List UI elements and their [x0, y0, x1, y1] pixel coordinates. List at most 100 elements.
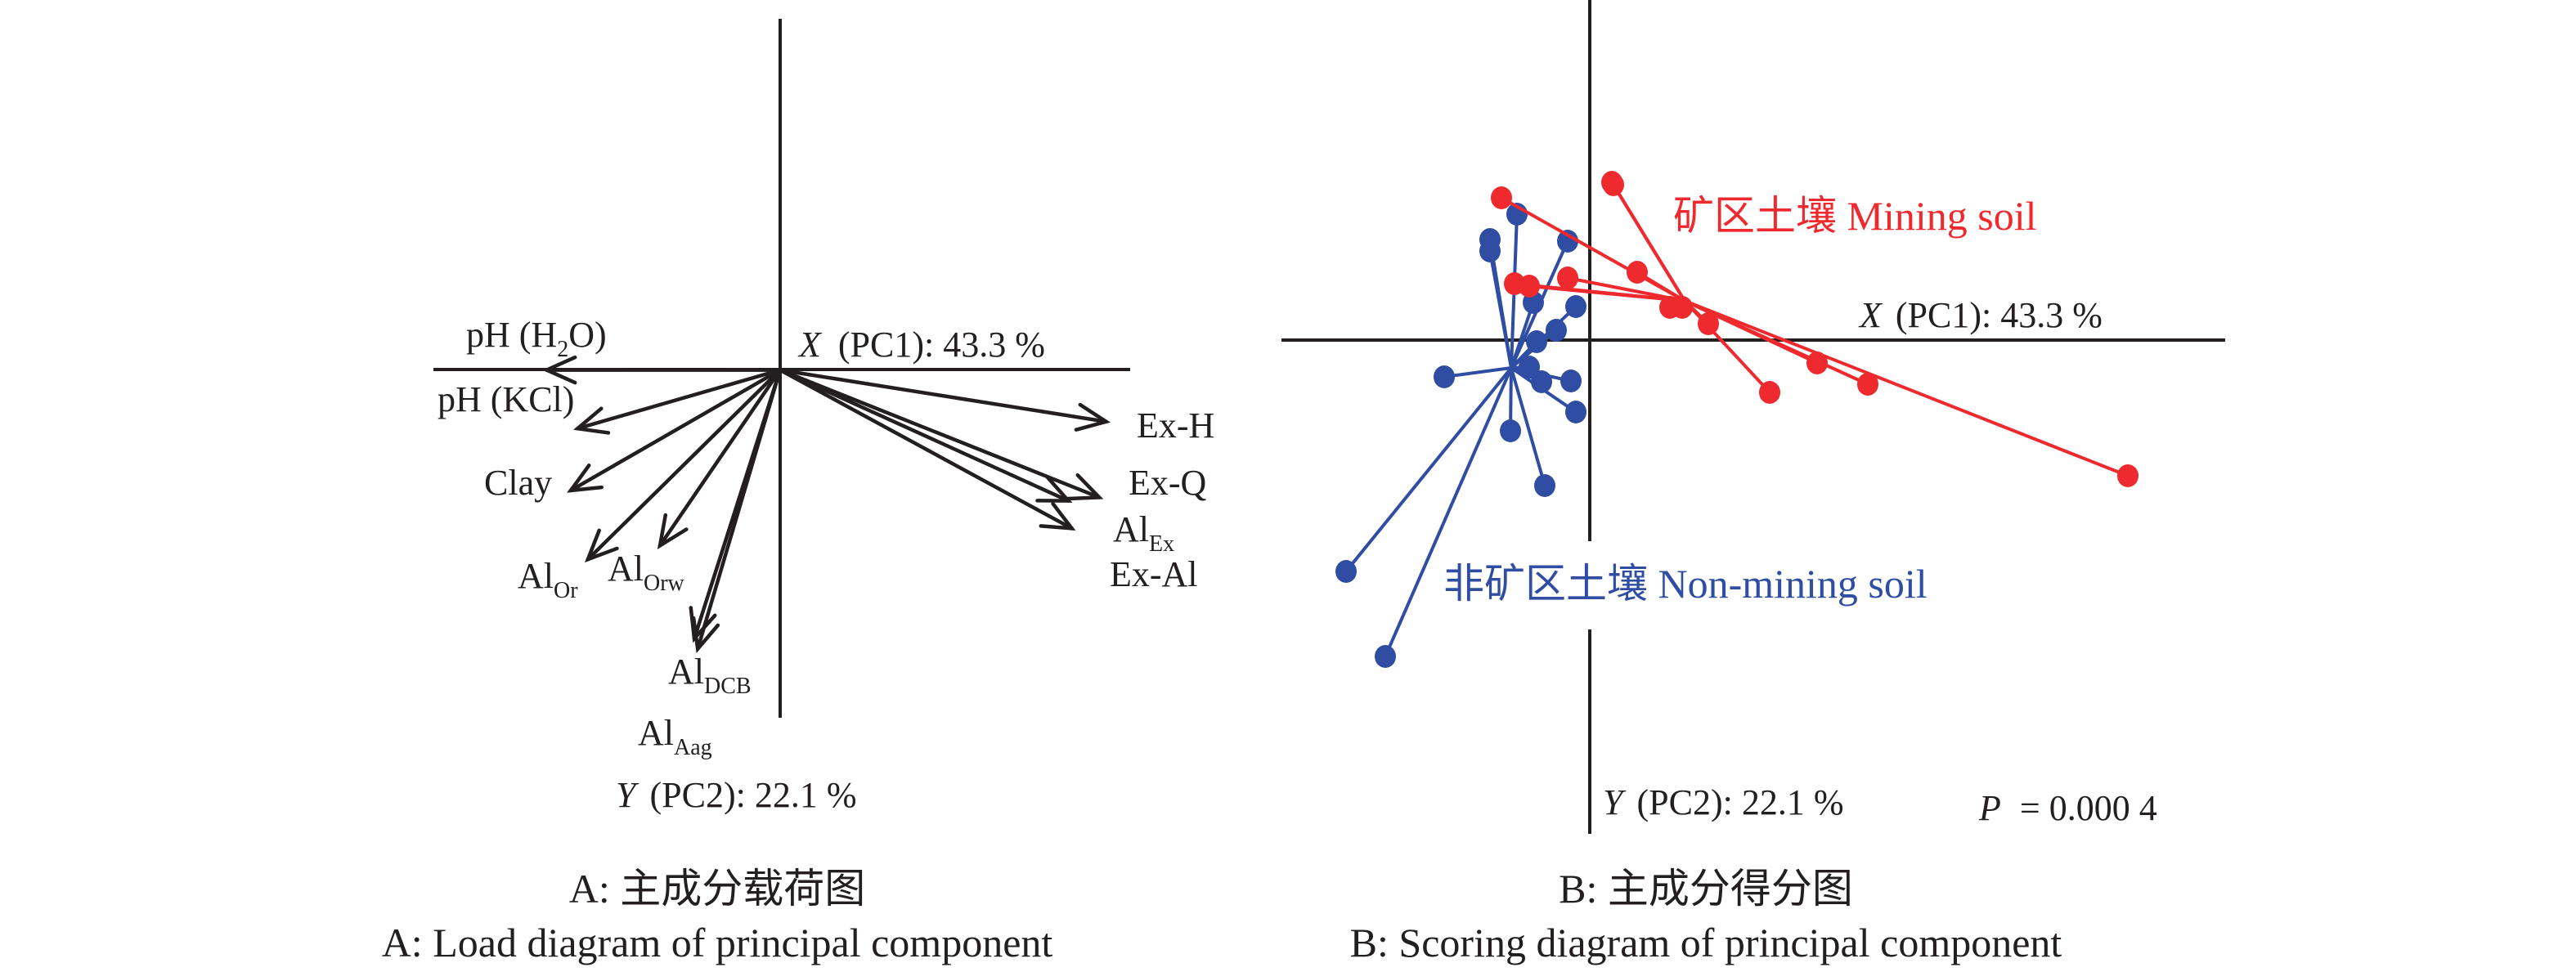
loading-label-alorw: AlOrw: [608, 549, 685, 596]
score-point-mining: [2117, 464, 2138, 487]
panel-b-x-axis-label: X (PC1): 43.3 %: [1858, 295, 2103, 335]
loading-label-subscript: DCB: [704, 674, 752, 699]
loading-label-ex-h: Ex-H: [1137, 405, 1214, 446]
points-non-mining: [1335, 203, 1586, 668]
score-point-mining: [1759, 381, 1780, 404]
score-point-mining: [1672, 296, 1693, 319]
loading-label-ex-q: Ex-Q: [1129, 463, 1207, 503]
loading-shaft-alorw: [657, 368, 783, 548]
loading-arrow-alex: [778, 368, 1073, 503]
score-point-mining: [1519, 275, 1540, 298]
panel-b-caption-en: B: Scoring diagram of principal componen…: [1350, 920, 2062, 965]
spider-lines-mining: [1501, 181, 2129, 477]
score-point-non-mining: [1500, 419, 1521, 442]
loading-arrow-alor: [584, 368, 783, 563]
spider-line-mining: [1683, 299, 1771, 394]
p-value-annotation: P = 0.000 4: [1978, 788, 2157, 828]
loading-shaft-ex-h: [778, 368, 1108, 424]
loading-label-main: Ex-Q: [1129, 463, 1207, 503]
score-point-mining: [1491, 186, 1512, 209]
loading-shaft-ex-al: [778, 368, 1074, 531]
panel-a-loading-plot: pH (H2O)pH (KCl)ClayAlOrAlOrwAlDCBAlAagE…: [382, 19, 1214, 965]
loading-arrow-ph-h2o: [541, 355, 783, 385]
panel-a-x-label-text: (PC1): 43.3 %: [838, 325, 1045, 365]
loading-arrow-clay: [567, 368, 783, 493]
score-point-mining: [1557, 267, 1578, 289]
spider-line-non-mining: [1510, 367, 1546, 486]
panel-a-loading-labels: pH (H2O)pH (KCl)ClayAlOrAlOrwAlDCBAlAagE…: [438, 315, 1214, 760]
loading-label-subscript: Aag: [674, 735, 712, 760]
loading-arrow-ex-h: [778, 368, 1111, 432]
score-point-non-mining: [1434, 365, 1455, 388]
loading-label-main: pH (H: [466, 315, 557, 355]
loading-arrow-alorw: [657, 368, 783, 549]
score-point-non-mining: [1557, 230, 1578, 253]
arrowhead-ex-al: [1039, 501, 1076, 531]
panel-b-x-var: X: [1858, 295, 1883, 335]
spider-line-mining: [1684, 299, 1869, 386]
panel-b-y-var: Y: [1603, 782, 1627, 822]
panel-b-x-label-text: (PC1): 43.3 %: [1896, 295, 2103, 335]
spider-line-non-mining: [1443, 366, 1512, 378]
spider-line-non-mining: [1384, 367, 1513, 657]
loading-label-main: Clay: [484, 463, 552, 503]
arrowhead-alex: [1035, 475, 1073, 503]
loading-label-aldcb: AlDCB: [668, 652, 752, 699]
loading-label-alex: AlEx: [1113, 509, 1174, 557]
arrowhead-ex-q: [1066, 473, 1104, 501]
panel-a-loading-arrows: [541, 355, 1111, 654]
loading-label-main: pH (KCl): [438, 379, 574, 419]
legend-mining-soil: 矿区土壤 Mining soil: [1673, 193, 2036, 239]
loading-label-subscript: 2: [557, 337, 568, 362]
points-mining: [1491, 171, 2138, 487]
panel-a-x-var: X: [797, 325, 823, 365]
p-value-text: = 0.000 4: [2020, 788, 2157, 828]
loading-shaft-ph-kcl: [576, 368, 783, 431]
spider-line-mining: [1528, 284, 1685, 302]
score-point-mining: [1806, 352, 1828, 374]
arrowhead-alor: [584, 528, 619, 563]
loading-shaft-alaag: [695, 368, 783, 652]
arrowhead-ph-kcl: [572, 406, 611, 435]
panel-b-y-axis-label: Y (PC2): 22.1 %: [1603, 782, 1843, 822]
loading-shaft-alex: [778, 368, 1070, 503]
loading-shaft-clay: [568, 368, 783, 493]
loading-label-alor: AlOr: [518, 556, 578, 603]
series-mining: [1491, 171, 2138, 487]
loading-label-subscript: Or: [554, 578, 578, 603]
arrowhead-alaag: [691, 616, 720, 654]
loading-label-main: Ex-H: [1137, 405, 1214, 446]
score-point-non-mining: [1335, 560, 1357, 583]
loading-label-ph-h2o: pH (H2O): [466, 315, 607, 362]
loading-label-main: Al: [668, 652, 704, 692]
loading-shaft-alor: [586, 368, 783, 562]
loading-label-tail: O): [568, 315, 606, 355]
loading-label-subscript: Ex: [1149, 531, 1174, 557]
score-point-non-mining: [1375, 645, 1396, 668]
loading-label-main: Al: [1113, 509, 1149, 549]
score-point-non-mining: [1531, 370, 1552, 393]
spider-line-mining: [1684, 299, 2129, 477]
panel-b-series: [1335, 171, 2138, 668]
score-point-non-mining: [1565, 295, 1586, 318]
loading-arrow-alaag: [691, 368, 783, 654]
spider-line-non-mining: [1488, 250, 1513, 369]
score-point-mining: [1857, 373, 1878, 396]
arrowhead-ex-h: [1074, 402, 1111, 432]
score-point-non-mining: [1560, 370, 1582, 392]
score-point-non-mining: [1565, 401, 1586, 423]
score-point-non-mining: [1534, 474, 1555, 497]
score-point-mining: [1603, 173, 1624, 196]
loading-arrow-ex-al: [778, 368, 1076, 531]
loading-arrow-ex-q: [778, 368, 1104, 501]
panel-a-y-var: Y: [616, 775, 640, 815]
panel-b-score-plot: 矿区土壤 Mining soil 非矿区土壤 Non-mining soil X…: [1281, 0, 2225, 965]
centroid-non-mining: [1510, 366, 1513, 370]
centroid-mining: [1683, 299, 1686, 302]
score-point-mining: [1627, 261, 1648, 284]
loading-shaft-ex-q: [778, 368, 1102, 499]
loading-label-ex-al: Ex-Al: [1110, 554, 1198, 594]
spider-line-non-mining: [1510, 302, 1535, 369]
loading-label-ph-kcl: pH (KCl): [438, 379, 574, 419]
